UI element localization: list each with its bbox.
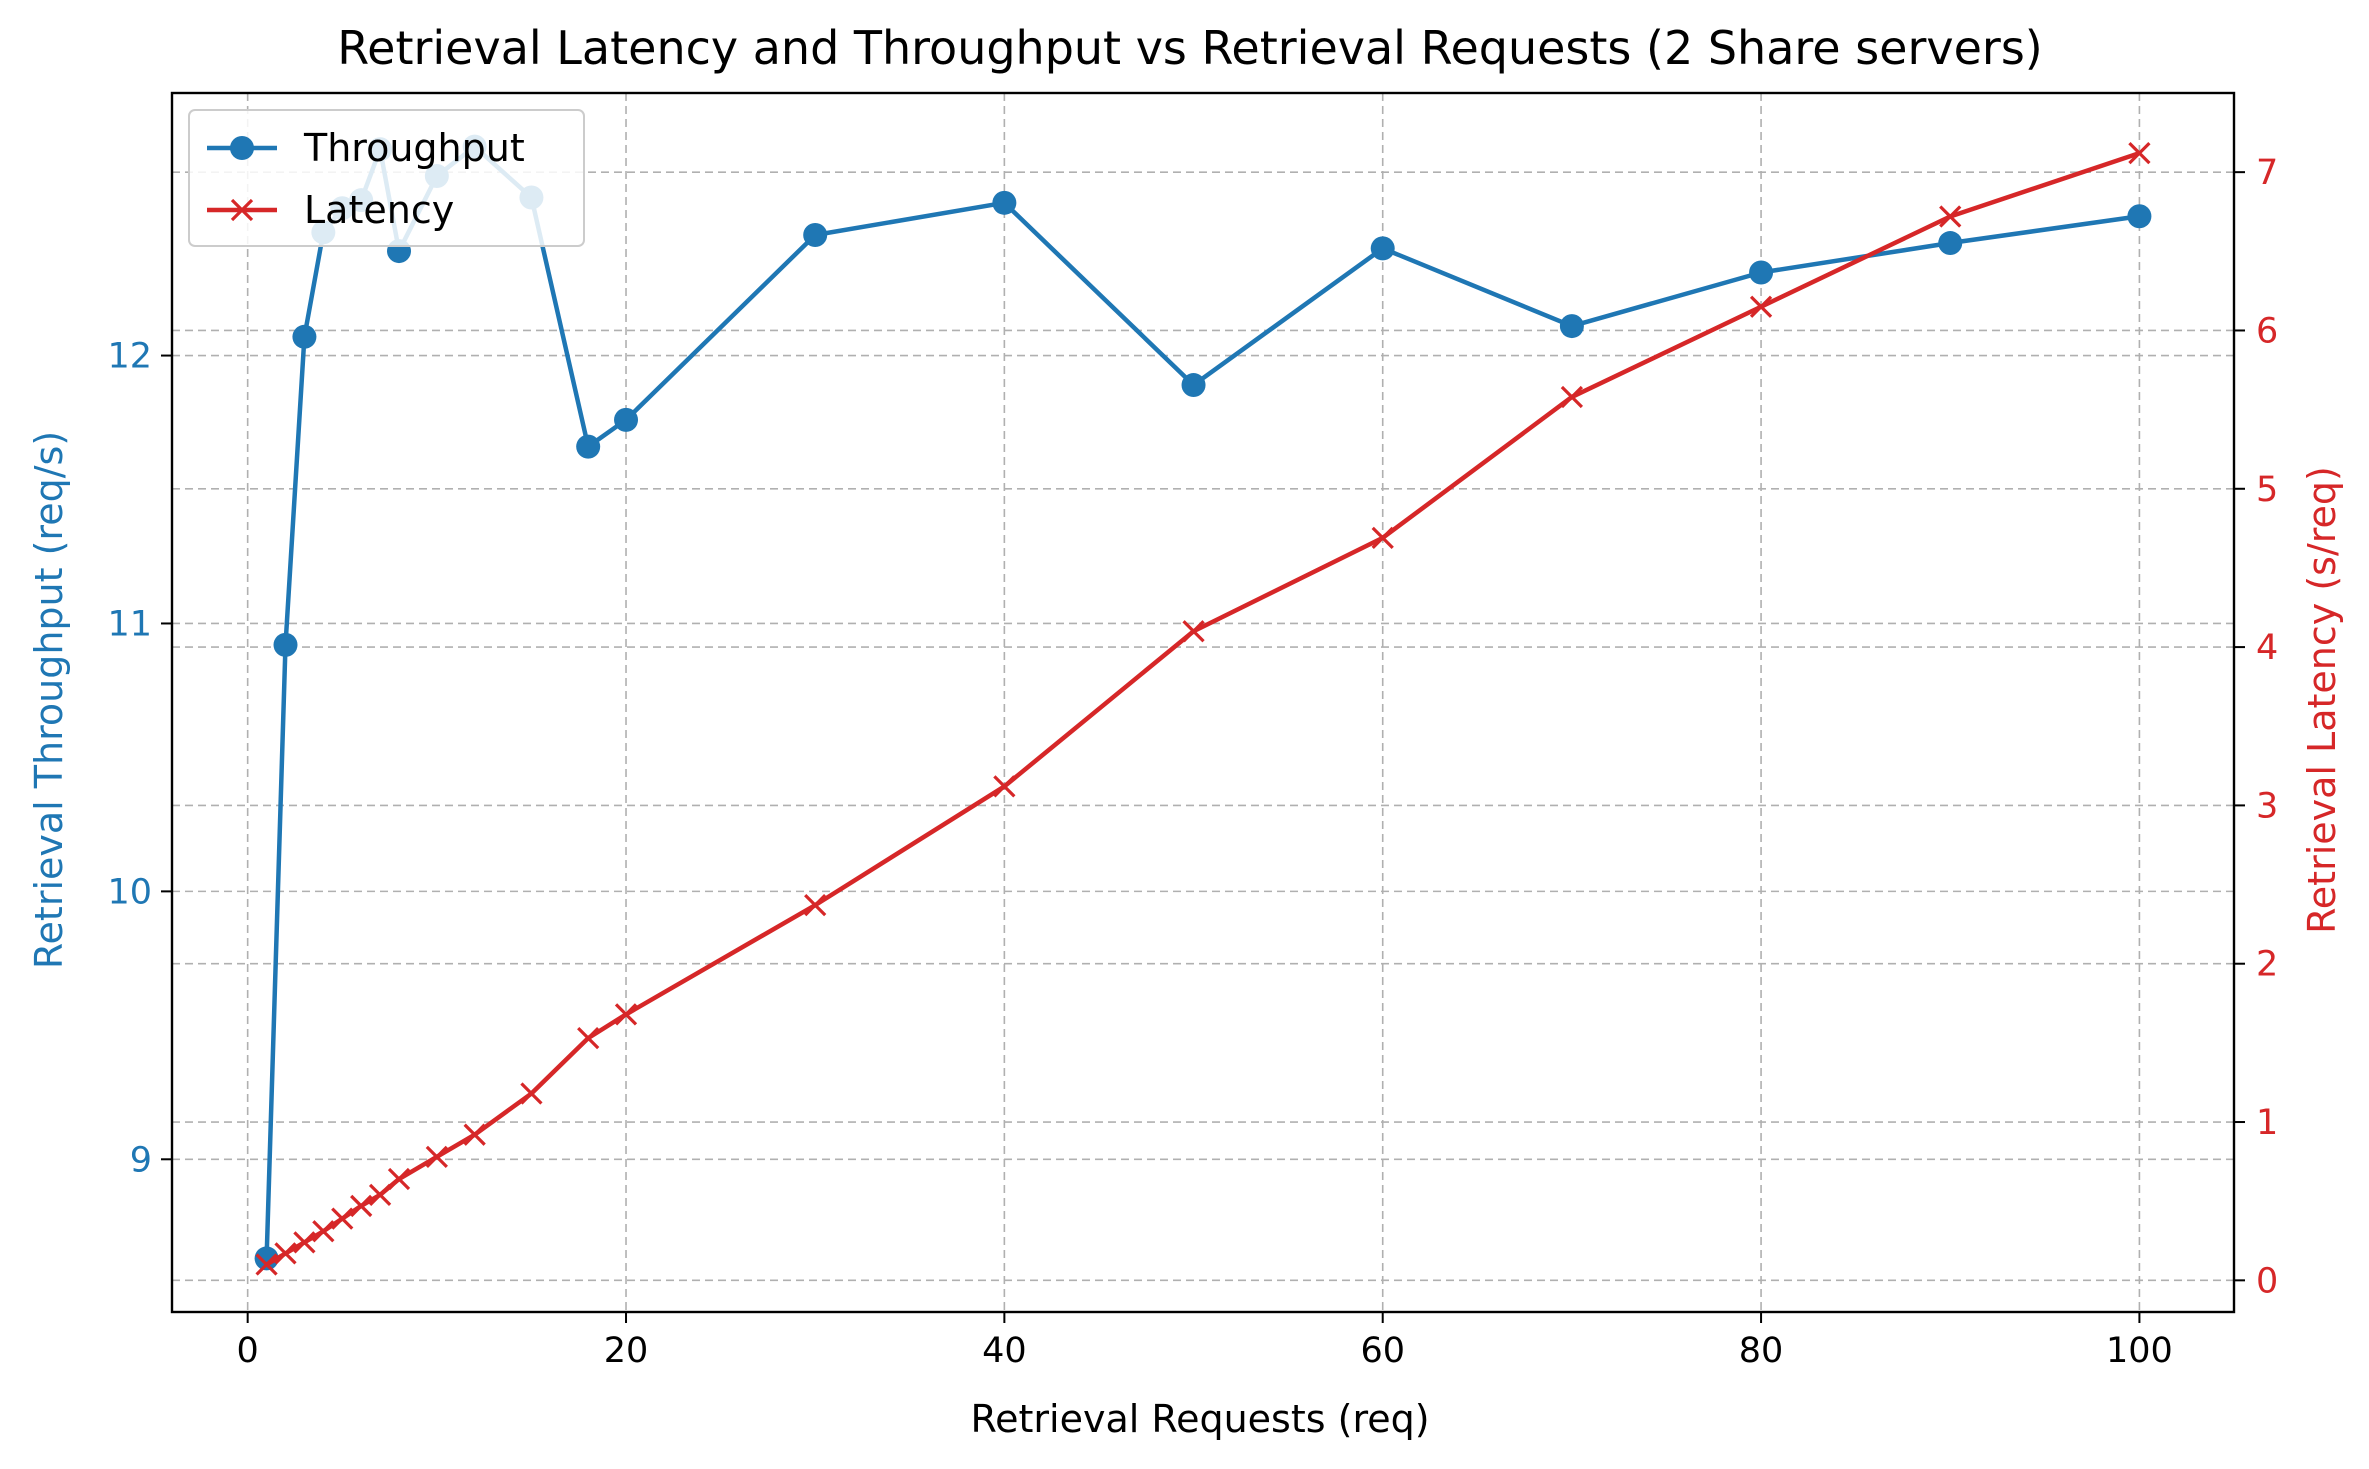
y-right-tick-label: 1 [2256, 1103, 2278, 1143]
latency-point [255, 1253, 278, 1276]
latency-point [1749, 295, 1773, 318]
legend-box [188, 109, 585, 247]
x-tick-label: 20 [604, 1331, 649, 1371]
latency-line [265, 151, 2141, 1267]
latency-point [312, 1220, 335, 1243]
y-left-tick-label: 11 [107, 604, 152, 644]
latency-point [368, 1183, 392, 1206]
latency-point [350, 1194, 373, 1218]
y-right-tick-label: 2 [2256, 945, 2278, 985]
latency-point [1182, 620, 1205, 643]
throughput-point [273, 632, 298, 657]
throughput-point [576, 434, 601, 459]
y-right-tick-label: 7 [2256, 153, 2278, 193]
chart-title: Retrieval Latency and Throughput vs Retr… [337, 21, 2042, 75]
latency-point [614, 1003, 638, 1026]
y-left-tick-label: 12 [107, 337, 152, 377]
latency-point [387, 1167, 411, 1191]
legend-throughput-marker [230, 136, 254, 160]
latency-point [2128, 142, 2151, 165]
y-right-tick-label: 4 [2256, 628, 2278, 668]
y-left-tick-label: 10 [107, 872, 152, 912]
throughput-line [264, 144, 2140, 1259]
latency-point [1371, 526, 1394, 549]
throughput-point [1370, 236, 1395, 261]
latency-point [425, 1145, 448, 1168]
throughput-point [254, 1246, 279, 1271]
latency-point [293, 1231, 316, 1254]
y-right-tick-label: 3 [2256, 786, 2278, 826]
legend: Throughput Latency [188, 109, 585, 247]
latency-point [804, 894, 827, 917]
throughput-point [992, 190, 1017, 215]
throughput-point [2127, 204, 2152, 229]
y-right-axis-label: Retrieval Latency (s/req) [2300, 466, 2344, 934]
throughput-point [803, 222, 828, 247]
y-left-tick-label: 9 [130, 1140, 152, 1180]
latency-point [520, 1082, 543, 1105]
throughput-point [1181, 373, 1206, 398]
y-left-axis-label: Retrieval Throughput (req/s) [27, 431, 71, 969]
x-tick-label: 40 [982, 1331, 1027, 1371]
y-right-tick-label: 6 [2256, 311, 2278, 351]
x-tick-label: 80 [1739, 1331, 1784, 1371]
latency-point [274, 1242, 297, 1265]
legend-latency-label: Latency [304, 188, 454, 232]
throughput-point [292, 324, 317, 349]
throughput-point [614, 407, 639, 432]
latency-point [993, 775, 1016, 798]
y-right-tick-label: 0 [2256, 1261, 2278, 1301]
latency-point [463, 1123, 486, 1146]
legend-throughput-label: Throughput [303, 126, 525, 170]
latency-point [331, 1207, 354, 1230]
throughput-point [1938, 231, 1963, 256]
latency-point [577, 1026, 600, 1050]
x-axis-label: Retrieval Requests (req) [970, 1397, 1429, 1441]
latency-point [1939, 205, 1962, 228]
y-right-tick-label: 5 [2256, 470, 2278, 510]
x-tick-label: 100 [2106, 1331, 2173, 1371]
x-tick-label: 0 [237, 1331, 259, 1371]
plot-frame [170, 91, 2236, 1314]
legend-latency-marker [230, 198, 254, 222]
latency-point [1560, 385, 1584, 409]
throughput-point [1559, 314, 1584, 339]
x-tick-label: 60 [1360, 1331, 1405, 1371]
throughput-point [1749, 260, 1774, 285]
